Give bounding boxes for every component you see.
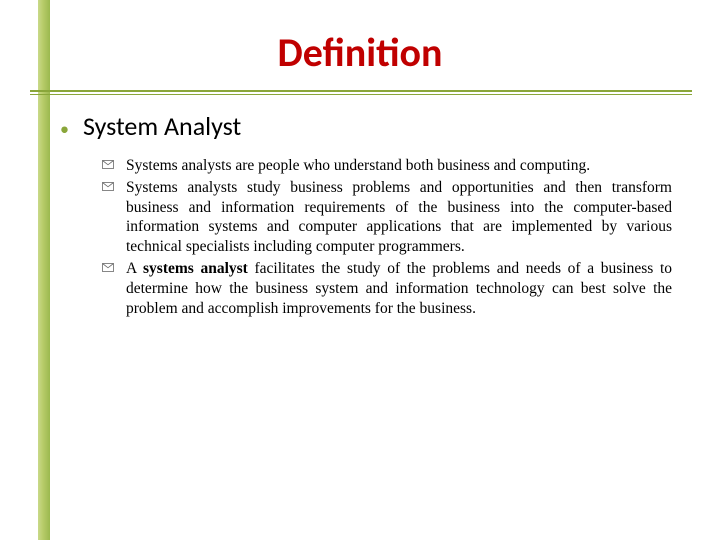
main-bullet-text: System Analyst [83,110,241,142]
sub-bullet-item: Systems analysts study business problems… [102,178,672,257]
sub-bullet-text: Systems analysts are people who understa… [126,156,672,176]
envelope-icon [102,263,116,272]
main-bullet: • System Analyst [60,110,680,142]
side-accent-bar [38,0,50,540]
title-divider [30,90,692,96]
slide-content: • System Analyst Systems analysts are pe… [60,110,680,321]
envelope-icon [102,160,116,169]
bullet-dot-icon: • [60,120,69,138]
slide-title: Definition [0,28,720,77]
sub-bullet-item: A systems analyst facilitates the study … [102,259,672,318]
sub-bullet-text: A systems analyst facilitates the study … [126,259,672,318]
sub-bullet-text: Systems analysts study business problems… [126,178,672,257]
envelope-icon [102,182,116,191]
sub-bullet-list: Systems analysts are people who understa… [102,156,672,319]
sub-bullet-item: Systems analysts are people who understa… [102,156,672,176]
